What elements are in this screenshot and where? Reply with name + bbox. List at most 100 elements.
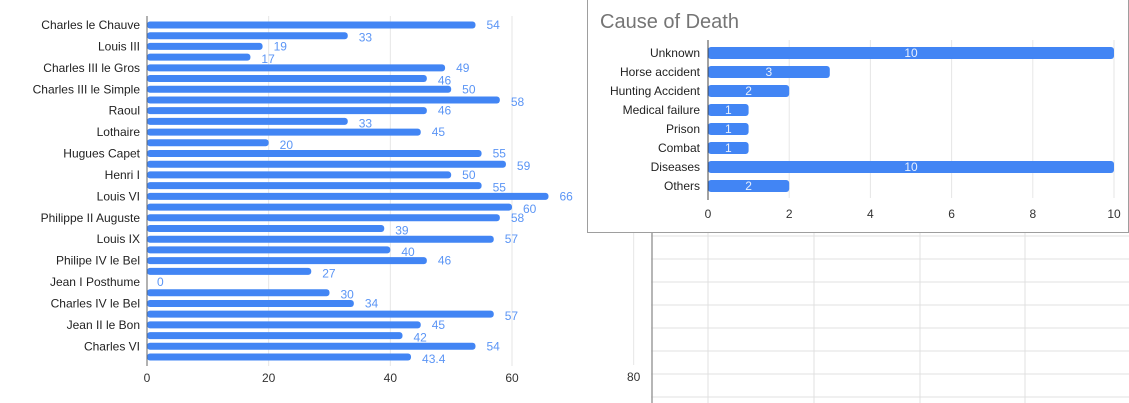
bar [147,21,476,29]
bar [708,47,1114,59]
data-label: 33 [359,116,373,130]
bar [708,66,830,78]
data-label: 2 [745,84,752,98]
category-label: Charles le Chauve [41,18,140,32]
bar [708,104,749,116]
category-label: Jean I Posthume [50,275,140,289]
data-label: 60 [523,202,537,216]
bar [147,96,500,104]
category-label: Henri I [105,168,140,182]
data-label: 33 [359,31,373,45]
category-label: Charles III le Gros [43,61,140,75]
category-label: Prison [666,122,700,136]
cause-of-death-chart-panel[interactable]: Cause of Death 0 2 4 6 8 10 10 Unknown 3 Horse acc… [587,0,1129,233]
x-tick-label: 0 [705,207,712,221]
bar [147,332,403,340]
category-label: Philippe II Auguste [41,211,141,225]
data-label: 58 [511,95,525,109]
bar [147,267,312,275]
bar [147,224,385,232]
data-label: 17 [261,52,275,66]
x-tick-label: 60 [505,371,519,385]
bar [147,150,482,158]
data-label: 45 [432,125,446,139]
bar [147,321,421,329]
category-label: Louis IX [97,232,140,246]
bar [147,353,412,361]
bar [147,171,452,179]
bar [708,85,790,97]
bar [708,123,749,135]
data-label: 50 [462,168,476,182]
bar [147,64,446,72]
category-label: Louis III [98,39,140,53]
bar [147,139,269,147]
cause-of-death-bar-chart: Cause of Death 0 2 4 6 8 10 10 Unknown 3 Horse acc… [600,11,1121,221]
data-label: 55 [493,147,507,161]
bar [147,214,500,222]
bar [147,160,506,168]
bar [147,246,391,254]
data-label: 1 [725,122,732,136]
category-label: Diseases [651,160,700,174]
category-label: Louis VI [97,189,140,203]
x-tick-label: 20 [262,371,276,385]
x-tick-label: 6 [948,207,955,221]
bar [708,180,790,192]
data-label: 57 [505,232,519,246]
x-tick-label: 40 [384,371,398,385]
x-tick-label: 10 [1107,207,1121,221]
data-label: 30 [341,288,355,302]
data-label: 1 [725,141,732,155]
category-label: Unknown [650,46,700,60]
x-tick-label: 80 [627,370,641,384]
data-label: 1 [725,103,732,117]
category-label: Jean II le Bon [67,318,140,332]
bar [147,342,476,350]
data-label: 39 [395,223,409,237]
data-label: 43.4 [422,352,446,366]
data-label: 0 [157,275,164,289]
data-label: 3 [766,65,773,79]
bar [147,32,348,40]
data-label: 46 [438,74,452,88]
data-label: 54 [487,339,501,353]
category-label: Hugues Capet [63,147,140,161]
bar [147,235,494,243]
bar [147,257,427,265]
bar [147,107,427,115]
category-label: Raoul [109,104,140,118]
category-label: Horse accident [620,65,701,79]
bar [147,203,512,211]
x-tick-label: 4 [867,207,874,221]
bar [147,75,427,83]
data-label: 49 [456,61,470,75]
x-tick-label: 2 [786,207,793,221]
data-label: 45 [432,318,446,332]
data-label: 50 [462,82,476,96]
data-label: 20 [280,138,294,152]
data-label: 66 [560,189,574,203]
bar [147,42,263,50]
data-label: 58 [511,211,525,225]
category-label: Medical failure [623,103,701,117]
category-label: Others [664,179,700,193]
data-label: 10 [904,46,918,60]
spreadsheet-grid [651,232,1129,403]
category-label: Charles IV le Bel [51,296,140,310]
data-label: 46 [438,104,452,118]
data-label: 19 [274,39,288,53]
bar [147,85,452,93]
bar [147,117,348,125]
bar [147,53,251,61]
bar [147,128,421,136]
x-tick-label: 0 [144,371,151,385]
category-label: Lothaire [97,125,141,139]
category-label: Charles III le Simple [33,82,141,96]
data-label: 42 [414,331,428,345]
data-label: 54 [487,18,501,32]
data-label: 10 [904,160,918,174]
category-label: Hunting Accident [610,84,701,98]
bar [147,192,549,200]
